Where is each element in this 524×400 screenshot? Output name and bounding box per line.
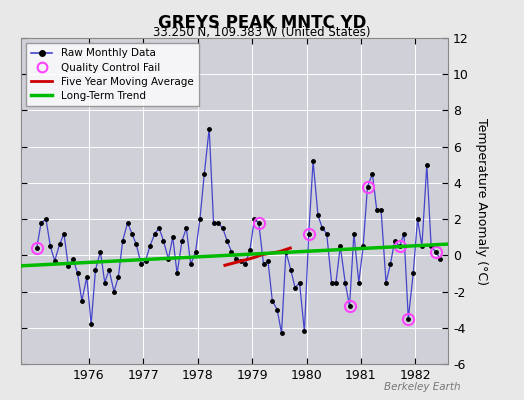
Y-axis label: Temperature Anomaly (°C): Temperature Anomaly (°C)	[475, 118, 488, 284]
Text: Berkeley Earth: Berkeley Earth	[385, 382, 461, 392]
Legend: Raw Monthly Data, Quality Control Fail, Five Year Moving Average, Long-Term Tren: Raw Monthly Data, Quality Control Fail, …	[26, 43, 199, 106]
Text: GREYS PEAK MNTC YD: GREYS PEAK MNTC YD	[158, 14, 366, 32]
Text: 33.250 N, 109.383 W (United States): 33.250 N, 109.383 W (United States)	[153, 26, 371, 39]
